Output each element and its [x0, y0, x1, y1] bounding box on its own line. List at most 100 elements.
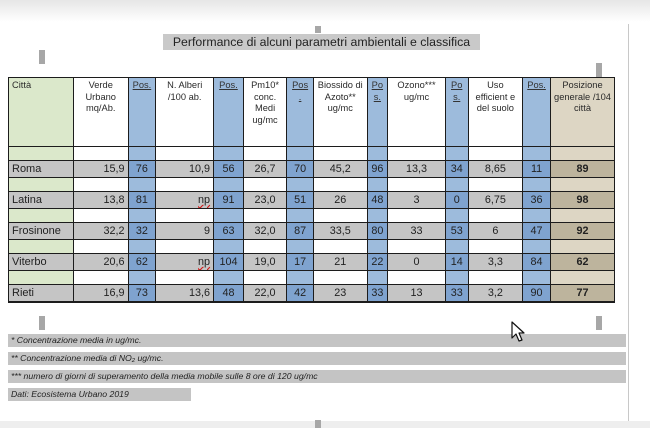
spacer-cell	[8, 239, 74, 254]
cell-pos-verde[interactable]: 73	[127, 284, 157, 303]
cell-posizione-generale[interactable]: 89	[549, 160, 616, 178]
footnote-pm10: * Concentrazione media in ug/mc.	[8, 334, 626, 347]
cell-uso-suolo[interactable]: 3,3	[467, 253, 524, 271]
cell-pos-verde[interactable]: 62	[127, 253, 157, 271]
cell-pos-biossido[interactable]: 22	[366, 253, 389, 271]
cell-city[interactable]: Roma	[8, 160, 74, 178]
table-row[interactable]: Latina 13,8 81 np 91 23,0 51 26 48 3 0 6,75 36 98	[8, 191, 616, 209]
cell-pm10[interactable]: 26,7	[242, 160, 288, 178]
cell-pos-alberi[interactable]: 63	[213, 222, 244, 240]
cell-pm10[interactable]: 23,0	[242, 191, 288, 209]
cell-city[interactable]: Rieti	[8, 284, 74, 303]
cell-pos-verde[interactable]: 76	[127, 160, 157, 178]
mouse-pointer-icon	[511, 321, 525, 342]
cell-pos-suolo[interactable]: 11	[522, 160, 551, 178]
cell-pos-biossido[interactable]: 80	[366, 222, 389, 240]
cell-pos-alberi[interactable]: 91	[213, 191, 244, 209]
cell-pos-ozono[interactable]: 33	[444, 284, 469, 303]
cell-posizione-generale[interactable]: 92	[549, 222, 616, 240]
cell-posizione-generale[interactable]: 62	[549, 253, 616, 271]
table-row[interactable]: Viterbo 20,6 62 np 104 19,0 17 21 22 0 14 3,3 84 62	[8, 253, 616, 271]
cell-pos-suolo[interactable]: 84	[522, 253, 551, 271]
table-row[interactable]: Frosinone 32,2 32 9 63 32,0 87 33,5 80 33 53 6 47 92	[8, 222, 616, 240]
cell-ozono[interactable]: 3	[387, 191, 446, 209]
cell-pos-pm10[interactable]: 51	[286, 191, 314, 209]
cell-pm10[interactable]: 19,0	[242, 253, 288, 271]
cell-pos-suolo[interactable]: 36	[522, 191, 551, 209]
cell-uso-suolo[interactable]: 3,2	[467, 284, 524, 303]
environment-table[interactable]: Città Verde Urbano mq/Ab. Pos. N. Alberi…	[8, 77, 616, 303]
cell-pos-alberi[interactable]: 56	[213, 160, 244, 178]
spacer-cell	[72, 146, 129, 161]
cell-ozono[interactable]: 13,3	[387, 160, 446, 178]
cell-uso-suolo[interactable]: 6	[467, 222, 524, 240]
cell-city[interactable]: Latina	[8, 191, 74, 209]
header-verde-urbano: Verde Urbano mq/Ab.	[72, 77, 129, 147]
cell-alberi[interactable]: 9	[155, 222, 215, 240]
cell-uso-suolo[interactable]: 8,65	[467, 160, 524, 178]
cell-city[interactable]: Viterbo	[8, 253, 74, 271]
cell-pos-biossido[interactable]: 33	[366, 284, 389, 303]
cell-pos-pm10[interactable]: 17	[286, 253, 314, 271]
spacer-cell	[467, 270, 524, 285]
cell-pos-ozono[interactable]: 0	[444, 191, 469, 209]
cell-pos-ozono[interactable]: 34	[444, 160, 469, 178]
cell-alberi[interactable]: np	[155, 191, 215, 209]
cell-verde-urbano[interactable]: 13,8	[72, 191, 129, 209]
spacer-cell	[127, 177, 157, 192]
table-row[interactable]: Rieti 16,9 73 13,6 48 22,0 42 23 33 13 33 3,2 90 77	[8, 284, 616, 303]
cell-pos-verde[interactable]: 32	[127, 222, 157, 240]
cell-pm10[interactable]: 32,0	[242, 222, 288, 240]
cell-biossido[interactable]: 33,5	[312, 222, 368, 240]
table-row[interactable]: Roma 15,9 76 10,9 56 26,7 70 45,2 96 13,3 34 8,65 11…	[8, 160, 616, 178]
cell-biossido[interactable]: 45,2	[312, 160, 368, 178]
cell-pos-suolo[interactable]: 47	[522, 222, 551, 240]
cell-pos-suolo[interactable]: 90	[522, 284, 551, 303]
cell-pos-ozono[interactable]: 53	[444, 222, 469, 240]
cell-pm10[interactable]: 22,0	[242, 284, 288, 303]
cell-verde-urbano[interactable]: 20,6	[72, 253, 129, 271]
cell-alberi[interactable]: 10,9	[155, 160, 215, 178]
table-anchor-marker	[39, 316, 45, 330]
cell-biossido[interactable]: 21	[312, 253, 368, 271]
cell-biossido[interactable]: 23	[312, 284, 368, 303]
spacer-cell	[155, 208, 215, 223]
cell-pos-verde[interactable]: 81	[127, 191, 157, 209]
spacer-cell	[549, 270, 616, 285]
spacer-cell	[72, 177, 129, 192]
header-pos-verde: Pos.	[127, 77, 157, 147]
cell-verde-urbano[interactable]: 32,2	[72, 222, 129, 240]
spacer-cell	[549, 146, 616, 161]
page-title: Performance di alcuni parametri ambienta…	[163, 34, 480, 50]
cell-pos-pm10[interactable]: 42	[286, 284, 314, 303]
cell-biossido[interactable]: 26	[312, 191, 368, 209]
cell-pos-pm10[interactable]: 87	[286, 222, 314, 240]
spacer-cell	[522, 146, 551, 161]
cell-ozono[interactable]: 13	[387, 284, 446, 303]
cell-pos-alberi[interactable]: 48	[213, 284, 244, 303]
spacer-row	[8, 270, 616, 285]
spacer-cell	[8, 270, 74, 285]
cell-posizione-generale[interactable]: 77	[549, 284, 616, 303]
cell-pos-biossido[interactable]: 96	[366, 160, 389, 178]
cell-ozono[interactable]: 0	[387, 253, 446, 271]
spacer-cell	[467, 146, 524, 161]
cell-pos-biossido[interactable]: 48	[366, 191, 389, 209]
cell-pos-pm10[interactable]: 70	[286, 160, 314, 178]
spacer-cell	[387, 270, 446, 285]
cell-pos-alberi[interactable]: 104	[213, 253, 244, 271]
spacer-cell	[522, 239, 551, 254]
spacer-cell	[286, 146, 314, 161]
cell-posizione-generale[interactable]: 98	[549, 191, 616, 209]
cell-alberi[interactable]: 13,6	[155, 284, 215, 303]
spacer-cell	[522, 177, 551, 192]
spacer-cell	[366, 239, 389, 254]
cell-verde-urbano[interactable]: 16,9	[72, 284, 129, 303]
cell-ozono[interactable]: 33	[387, 222, 446, 240]
cell-verde-urbano[interactable]: 15,9	[72, 160, 129, 178]
cell-uso-suolo[interactable]: 6,75	[467, 191, 524, 209]
cell-alberi[interactable]: np	[155, 253, 215, 271]
cell-city[interactable]: Frosinone	[8, 222, 74, 240]
cell-pos-ozono[interactable]: 14	[444, 253, 469, 271]
